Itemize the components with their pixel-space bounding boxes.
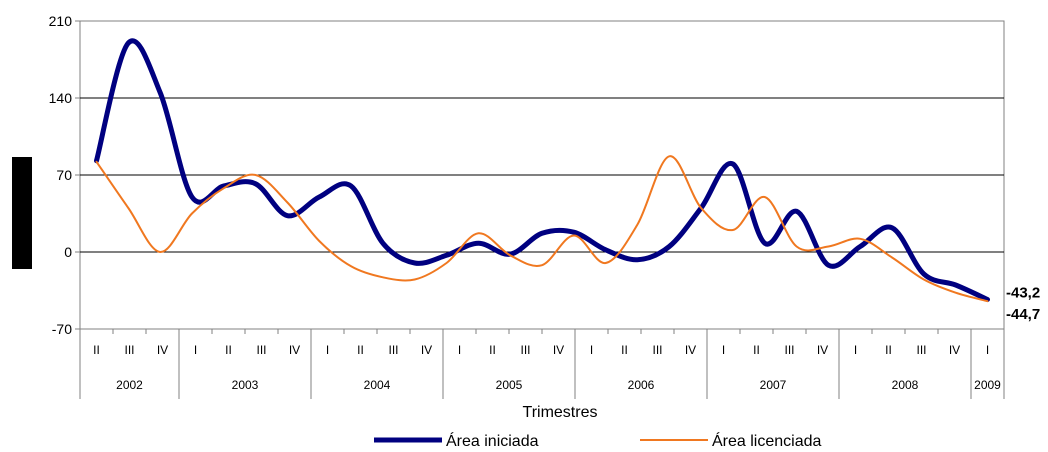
x-tick-label: II <box>753 343 760 357</box>
x-tick-label: II <box>489 343 496 357</box>
year-label: 2002 <box>116 378 143 392</box>
year-label: 2007 <box>760 378 787 392</box>
x-tick-label: IV <box>421 343 432 357</box>
x-tick-label: III <box>388 343 398 357</box>
year-label: 2009 <box>974 378 1001 392</box>
x-tick-label: II <box>225 343 232 357</box>
x-tick-label: I <box>722 343 725 357</box>
x-tick-label: III <box>124 343 134 357</box>
x-axis-title: Trimestres <box>523 404 598 421</box>
year-label: 2005 <box>496 378 523 392</box>
y-tick-label: 70 <box>56 167 72 183</box>
legend-label-1: Área iniciada <box>446 431 539 450</box>
y-tick-label: 210 <box>49 13 73 29</box>
y-tick-label: 140 <box>49 90 73 106</box>
series-lines <box>94 38 990 303</box>
x-tick-label: III <box>784 343 794 357</box>
x-axis: II III IV I II III IV I II III IV I II III IV I II III IV I… <box>79 329 1005 399</box>
x-tick-label: I <box>854 343 857 357</box>
year-label: 2006 <box>628 378 655 392</box>
y-axis-ticks: -70 0 70 140 210 <box>49 13 80 337</box>
year-label: 2008 <box>892 378 919 392</box>
x-tick-label: III <box>520 343 530 357</box>
year-label: 2003 <box>232 378 259 392</box>
end-label-series-2: -44,7 <box>1006 306 1040 323</box>
x-tick-label: III <box>652 343 662 357</box>
x-tick-label: IV <box>685 343 696 357</box>
x-tick-label: I <box>326 343 329 357</box>
x-tick-label: II <box>357 343 364 357</box>
x-tick-label: II <box>621 343 628 357</box>
x-tick-label: IV <box>289 343 300 357</box>
end-label-series-1: -43,2 <box>1006 285 1040 302</box>
series-line-2 <box>95 155 989 303</box>
legend: Área iniciada Área licenciada <box>374 431 822 450</box>
year-label: 2004 <box>364 378 391 392</box>
y-axis-title-block <box>12 157 32 269</box>
x-tick-label: II <box>93 343 100 357</box>
y-tick-label: -70 <box>52 321 72 337</box>
x-tick-label: IV <box>157 343 168 357</box>
x-tick-label: IV <box>949 343 960 357</box>
x-tick-label: I <box>590 343 593 357</box>
end-labels: -43,2 -44,7 <box>1006 285 1040 324</box>
x-tick-label: IV <box>817 343 828 357</box>
x-tick-label: I <box>194 343 197 357</box>
x-tick-label: III <box>256 343 266 357</box>
series-line-1 <box>94 38 990 303</box>
x-tick-label: III <box>916 343 926 357</box>
x-tick-label: I <box>986 343 989 357</box>
x-tick-label: II <box>885 343 892 357</box>
x-tick-label: I <box>458 343 461 357</box>
x-tick-label: IV <box>553 343 564 357</box>
y-tick-label: 0 <box>64 244 72 260</box>
legend-label-2: Área licenciada <box>712 431 822 450</box>
